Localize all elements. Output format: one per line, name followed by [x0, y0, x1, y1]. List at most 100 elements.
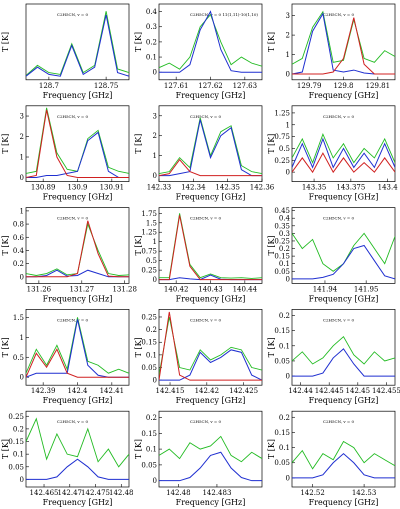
annotation: C2H5CN, v = 0 [57, 419, 89, 424]
x-axis-label: Frequency [GHz] [309, 294, 379, 303]
panel: 142.415 142.42 142.425 0 0.05 0.1 0.15 0.2 0.25 F… [134, 309, 263, 405]
y-tick-label: 2 [153, 132, 157, 140]
plot-frame [291, 105, 396, 182]
x-axis-label: Frequency [GHz] [309, 396, 379, 405]
x-tick-label: 142.41 [100, 387, 125, 395]
panel: 131.26 131.27 131.28 0 0.2 0.4 0.6 0.8 1 Frequenc… [1, 207, 137, 303]
x-axis-label: Frequency [GHz] [43, 396, 113, 405]
x-tick-label: 127.62 [198, 82, 223, 90]
y-axis-label: T [K] [267, 32, 276, 52]
y-tick-label: 0.3 [146, 23, 157, 31]
y-axis-label: T [K] [1, 134, 10, 154]
spectrum-line [159, 119, 262, 177]
spectrum-line [292, 133, 395, 164]
y-tick-label: 1 [20, 207, 24, 215]
y-tick-label: 0 [20, 374, 24, 382]
y-tick-label: 0 [286, 474, 290, 482]
y-axis-label: T [K] [267, 337, 276, 357]
spectrum-line [292, 348, 395, 377]
spectrum-line [26, 131, 129, 178]
x-tick-label: 142.33 [147, 184, 172, 192]
x-axis-label: Frequency [GHz] [43, 294, 113, 303]
y-tick-label: 0 [286, 169, 290, 177]
y-tick-label: 0.25 [274, 237, 290, 245]
x-tick-label: 142.36 [250, 184, 275, 192]
panel: 142.39 142.4 142.41 0 0.5 1 1.5 Frequency [GHz]… [1, 309, 130, 405]
y-tick-label: 0 [20, 174, 24, 182]
plot-frame [25, 3, 130, 81]
annotation: C2H5CN, v = 0 [323, 114, 355, 119]
panel: 142.33 142.34 142.35 142.36 0 1 2 3 Frequency [G… [134, 105, 275, 202]
y-axis-label: T [K] [134, 337, 143, 357]
x-tick-label: 142.44 [288, 387, 313, 395]
panel: 142.44 142.445 142.45 142.455 0 0.05 0.1 0.15 0.… [267, 309, 400, 405]
y-tick-label: 0.2 [146, 414, 157, 422]
spectrum-line [159, 13, 262, 70]
y-tick-label: 0.4 [146, 8, 158, 16]
x-axis-label: Frequency [GHz] [176, 294, 246, 303]
plot-frame [158, 105, 263, 182]
spectrum-line [292, 137, 395, 169]
spectrum-line [292, 452, 395, 479]
y-tick-label: 1.75 [141, 210, 157, 218]
annotation: C2H5CN, v = 0 [190, 114, 222, 119]
y-axis-label: T [K] [267, 134, 276, 154]
panel: 141.94 141.9500.050.10.150.20.250.30.350.… [267, 207, 396, 303]
y-tick-label: 1.25 [141, 229, 157, 237]
x-tick-label: 127.63 [233, 82, 258, 90]
y-axis-label: T [K] [1, 337, 10, 357]
y-tick-label: 0.2 [146, 326, 157, 334]
x-tick-label: 128.7 [39, 82, 59, 90]
annotation: C2H5CN, v = 0 11(1,11)-10(1,10) [190, 12, 258, 17]
y-tick-label: 0 [286, 275, 290, 283]
x-tick-label: 142.425 [229, 387, 258, 395]
y-tick-label: 0.25 [8, 413, 24, 421]
annotation: C2H5CN, v = 0 [190, 317, 222, 322]
spectrum-line [26, 109, 129, 178]
plot-frame [291, 207, 396, 284]
y-tick-label: 0 [20, 273, 24, 281]
y-tick-label: 0.2 [13, 260, 24, 268]
y-tick-label: 3 [20, 113, 24, 121]
y-tick-label: 0.2 [279, 414, 290, 422]
spectrum-line [159, 274, 262, 281]
x-tick-label: 142.35 [215, 184, 240, 192]
x-tick-label: 130.91 [100, 184, 125, 192]
spectrum-line [159, 158, 262, 177]
plot-frame [158, 309, 263, 386]
y-tick-label: 0 [20, 476, 24, 484]
y-tick-label: 0 [153, 276, 157, 284]
x-tick-label: 129.79 [297, 82, 322, 90]
y-tick-label: 1 [20, 334, 24, 342]
y-tick-label: 0 [286, 70, 290, 78]
x-tick-label: 140.43 [198, 285, 223, 293]
y-tick-label: 2 [286, 32, 290, 40]
y-tick-label: 0.75 [274, 133, 290, 141]
x-tick-label: 142.47 [58, 489, 83, 497]
panel: 129.79 129.8 129.81 0 1 2 3 Frequency [GHz] T [K… [267, 3, 396, 100]
spectrum-line [26, 417, 129, 468]
y-tick-label: 3 [286, 12, 290, 20]
y-tick-label: 0.15 [8, 438, 24, 446]
spectrum-line [292, 17, 395, 75]
spectrum-line [26, 458, 129, 480]
spectrum-line [292, 244, 395, 280]
y-tick-label: 0.1 [279, 444, 290, 452]
y-axis-label: T [K] [134, 439, 143, 459]
x-tick-label: 143.35 [302, 184, 327, 192]
x-axis-label: Frequency [GHz] [43, 91, 113, 100]
y-axis-label: T [K] [267, 439, 276, 459]
x-tick-label: 142.445 [315, 387, 344, 395]
spectrum-line [292, 232, 395, 272]
y-tick-label: 0.05 [274, 357, 290, 365]
y-tick-label: 1.5 [13, 314, 24, 322]
spectrum-line [159, 117, 262, 175]
panel: 143.35 143.375 143.4 0 0.25 0.5 0.75 1 1.25 Frequ… [267, 105, 398, 202]
y-tick-label: 0 [286, 373, 290, 381]
spectrum-line [159, 10, 262, 73]
y-tick-label: 1 [20, 154, 24, 162]
y-tick-label: 0.45 [274, 207, 290, 215]
annotation: C2H5CN, v = 0 [190, 419, 222, 424]
y-axis-label: T [K] [1, 235, 10, 255]
x-axis-label: Frequency [GHz] [43, 498, 113, 507]
